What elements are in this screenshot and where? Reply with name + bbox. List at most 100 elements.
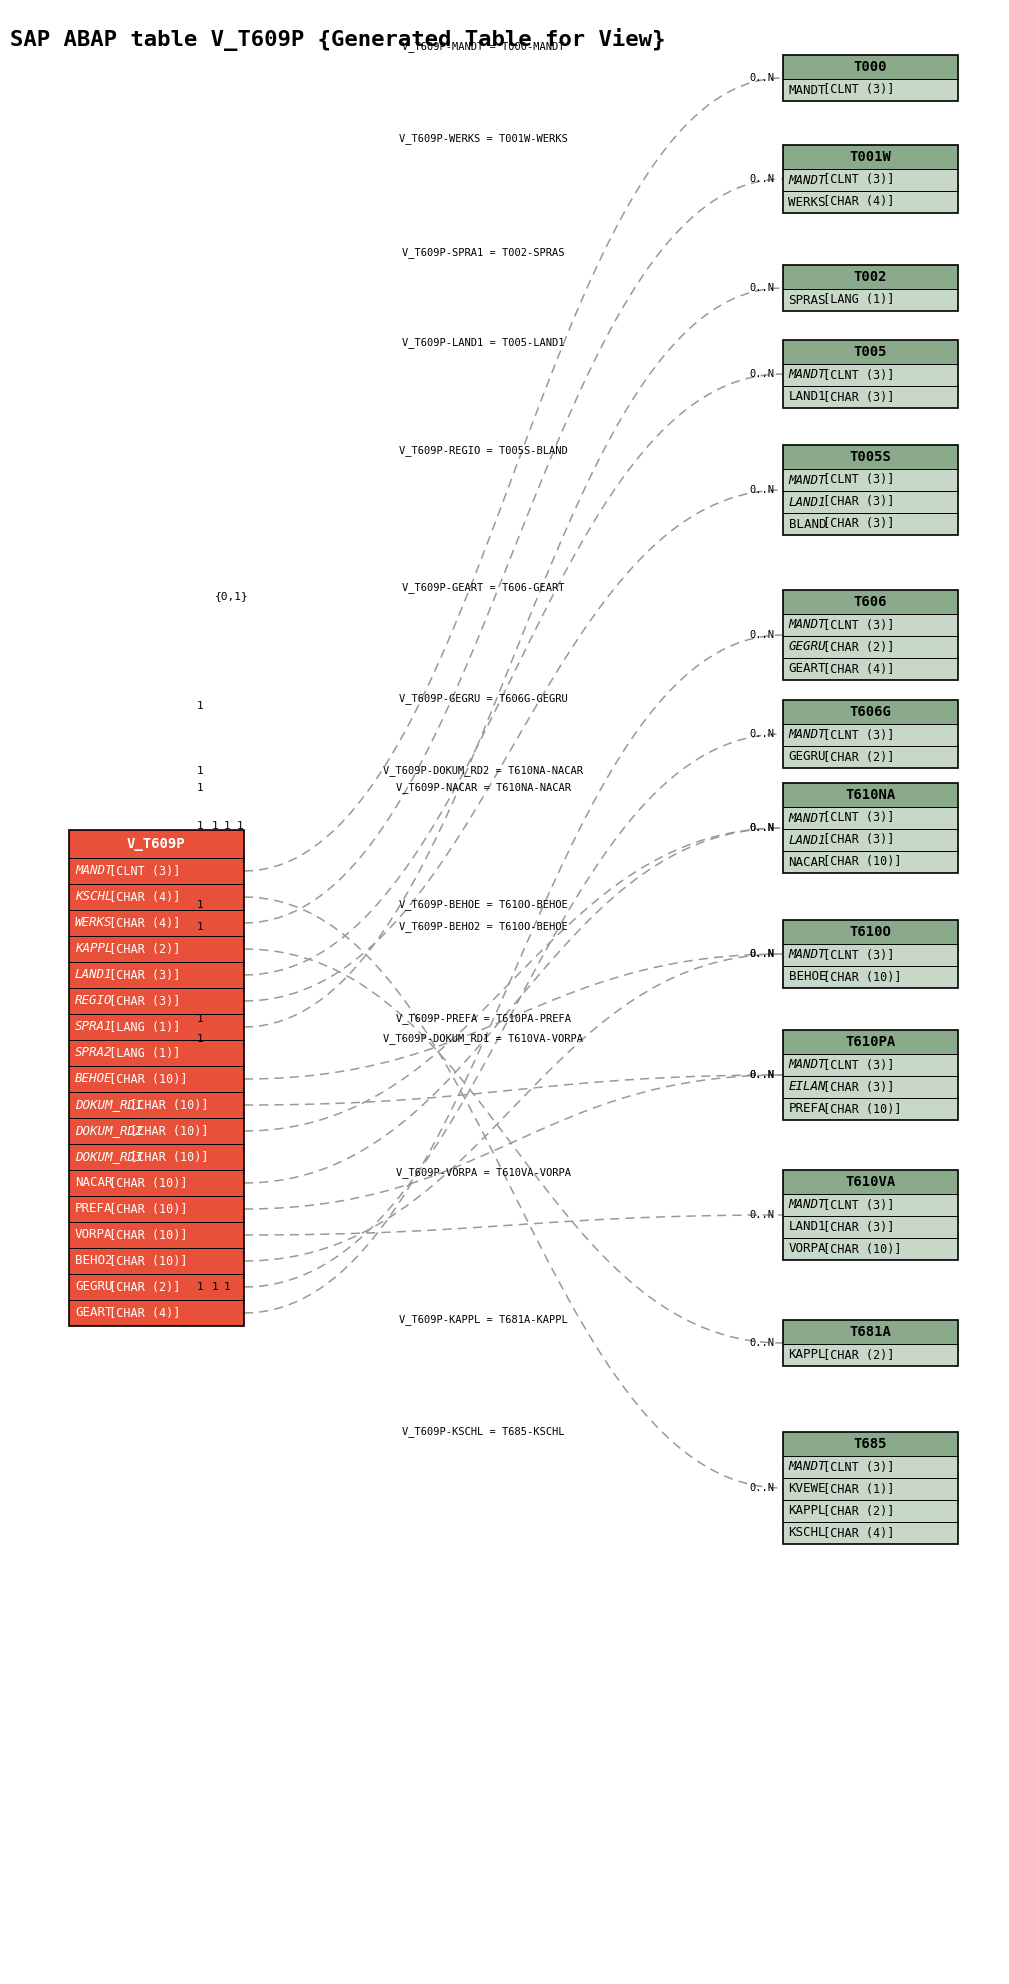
Text: MANDT: MANDT bbox=[788, 1460, 826, 1474]
Bar bbox=[783, 784, 958, 873]
Text: [CHAR (1)]: [CHAR (1)] bbox=[815, 1482, 894, 1496]
Bar bbox=[783, 613, 958, 637]
Text: MANDT: MANDT bbox=[788, 369, 826, 381]
Text: T005: T005 bbox=[854, 345, 887, 359]
Text: [CLNT (3)]: [CLNT (3)] bbox=[815, 728, 894, 742]
Text: [CHAR (2)]: [CHAR (2)] bbox=[815, 750, 894, 764]
Text: MANDT: MANDT bbox=[788, 619, 826, 631]
Bar bbox=[69, 1274, 244, 1300]
Bar bbox=[783, 966, 958, 988]
Bar bbox=[783, 514, 958, 536]
Text: [CLNT (3)]: [CLNT (3)] bbox=[815, 474, 894, 486]
Bar bbox=[783, 339, 958, 363]
Text: [CHAR (10)]: [CHAR (10)] bbox=[102, 1228, 188, 1242]
Text: V_T609P-MANDT = T000-MANDT: V_T609P-MANDT = T000-MANDT bbox=[402, 42, 564, 52]
Text: SPRAS: SPRAS bbox=[788, 294, 826, 306]
Text: 0..N: 0..N bbox=[750, 823, 775, 833]
Bar bbox=[783, 145, 958, 212]
Bar bbox=[783, 1432, 958, 1456]
Text: [CHAR (4)]: [CHAR (4)] bbox=[815, 196, 894, 208]
Bar bbox=[69, 1119, 244, 1145]
Text: MANDT: MANDT bbox=[788, 728, 826, 742]
Text: T002: T002 bbox=[854, 270, 887, 284]
Text: 1: 1 bbox=[224, 821, 230, 831]
Bar bbox=[783, 169, 958, 190]
Text: V_T609P: V_T609P bbox=[127, 837, 186, 851]
Text: V_T609P-GEART = T606-GEART: V_T609P-GEART = T606-GEART bbox=[402, 581, 564, 593]
Bar bbox=[69, 1091, 244, 1119]
Text: [CHAR (4)]: [CHAR (4)] bbox=[102, 891, 181, 903]
Bar bbox=[783, 1171, 958, 1260]
Text: [CLNT (3)]: [CLNT (3)] bbox=[815, 173, 894, 186]
Bar bbox=[783, 746, 958, 768]
Text: [CHAR (10)]: [CHAR (10)] bbox=[815, 855, 901, 869]
Text: 0..N: 0..N bbox=[750, 948, 775, 958]
Bar bbox=[783, 659, 958, 681]
Text: 0..N: 0..N bbox=[750, 73, 775, 83]
Text: WERKS: WERKS bbox=[788, 196, 826, 208]
Text: [CHAR (3)]: [CHAR (3)] bbox=[815, 391, 894, 403]
Bar bbox=[783, 1097, 958, 1121]
Bar bbox=[69, 988, 244, 1014]
Text: 1: 1 bbox=[212, 821, 218, 831]
Text: 0..N: 0..N bbox=[750, 948, 775, 958]
Bar bbox=[69, 829, 244, 857]
Text: T000: T000 bbox=[854, 60, 887, 73]
Text: 0..N: 0..N bbox=[750, 484, 775, 494]
Text: [CHAR (3)]: [CHAR (3)] bbox=[815, 518, 894, 530]
Text: MANDT: MANDT bbox=[788, 948, 826, 962]
Text: V_T609P-SPRA1 = T002-SPRAS: V_T609P-SPRA1 = T002-SPRAS bbox=[402, 248, 564, 258]
Text: T610VA: T610VA bbox=[845, 1175, 895, 1188]
Bar bbox=[69, 1145, 244, 1171]
Text: KAPPL: KAPPL bbox=[788, 1349, 826, 1361]
Bar bbox=[783, 1194, 958, 1216]
Text: BEHO2: BEHO2 bbox=[75, 1254, 112, 1268]
Text: V_T609P-LAND1 = T005-LAND1: V_T609P-LAND1 = T005-LAND1 bbox=[402, 337, 564, 347]
Text: LAND1: LAND1 bbox=[788, 833, 826, 847]
Text: SPRA1: SPRA1 bbox=[75, 1020, 112, 1034]
Bar bbox=[783, 266, 958, 290]
Bar bbox=[783, 784, 958, 807]
Bar bbox=[783, 190, 958, 212]
Text: T606G: T606G bbox=[849, 704, 891, 718]
Text: 1: 1 bbox=[197, 1034, 204, 1044]
Bar bbox=[783, 1319, 958, 1367]
Text: 1: 1 bbox=[197, 1282, 204, 1292]
Bar bbox=[783, 1238, 958, 1260]
Bar bbox=[783, 1478, 958, 1500]
Text: [CLNT (3)]: [CLNT (3)] bbox=[815, 948, 894, 962]
Text: 1: 1 bbox=[197, 821, 204, 831]
Bar bbox=[783, 1030, 958, 1121]
Bar bbox=[783, 387, 958, 409]
Text: [LANG (1)]: [LANG (1)] bbox=[102, 1020, 181, 1034]
Text: 0..N: 0..N bbox=[750, 1337, 775, 1347]
Text: PREFA: PREFA bbox=[75, 1202, 112, 1216]
Text: [CHAR (3)]: [CHAR (3)] bbox=[815, 833, 894, 847]
Text: [CHAR (2)]: [CHAR (2)] bbox=[815, 641, 894, 653]
Bar bbox=[783, 266, 958, 311]
Bar bbox=[69, 911, 244, 936]
Text: [CHAR (3)]: [CHAR (3)] bbox=[815, 496, 894, 508]
Text: T606: T606 bbox=[854, 595, 887, 609]
Text: VORPA: VORPA bbox=[75, 1228, 112, 1242]
Text: MANDT: MANDT bbox=[75, 865, 112, 877]
Text: EILAN: EILAN bbox=[788, 1081, 826, 1093]
Text: V_T609P-WERKS = T001W-WERKS: V_T609P-WERKS = T001W-WERKS bbox=[399, 133, 568, 145]
Text: T610O: T610O bbox=[849, 925, 891, 938]
Bar bbox=[783, 1456, 958, 1478]
Text: VORPA: VORPA bbox=[788, 1242, 826, 1256]
Text: T681A: T681A bbox=[849, 1325, 891, 1339]
Bar bbox=[783, 944, 958, 966]
Text: REGIO: REGIO bbox=[75, 994, 112, 1008]
Text: SAP ABAP table V_T609P {Generated Table for View}: SAP ABAP table V_T609P {Generated Table … bbox=[10, 28, 665, 52]
Bar bbox=[783, 921, 958, 988]
Text: [CLNT (3)]: [CLNT (3)] bbox=[815, 811, 894, 825]
Text: V_T609P-GEGRU = T606G-GEGRU: V_T609P-GEGRU = T606G-GEGRU bbox=[399, 692, 568, 704]
Text: [CHAR (10)]: [CHAR (10)] bbox=[815, 1103, 901, 1115]
Text: [CHAR (4)]: [CHAR (4)] bbox=[102, 1307, 181, 1319]
Text: LAND1: LAND1 bbox=[788, 496, 826, 508]
Text: [CHAR (10)]: [CHAR (10)] bbox=[102, 1177, 188, 1190]
Text: 0..N: 0..N bbox=[750, 284, 775, 294]
Text: 0..N: 0..N bbox=[750, 728, 775, 738]
Text: V_T609P-VORPA = T610VA-VORPA: V_T609P-VORPA = T610VA-VORPA bbox=[396, 1167, 571, 1178]
